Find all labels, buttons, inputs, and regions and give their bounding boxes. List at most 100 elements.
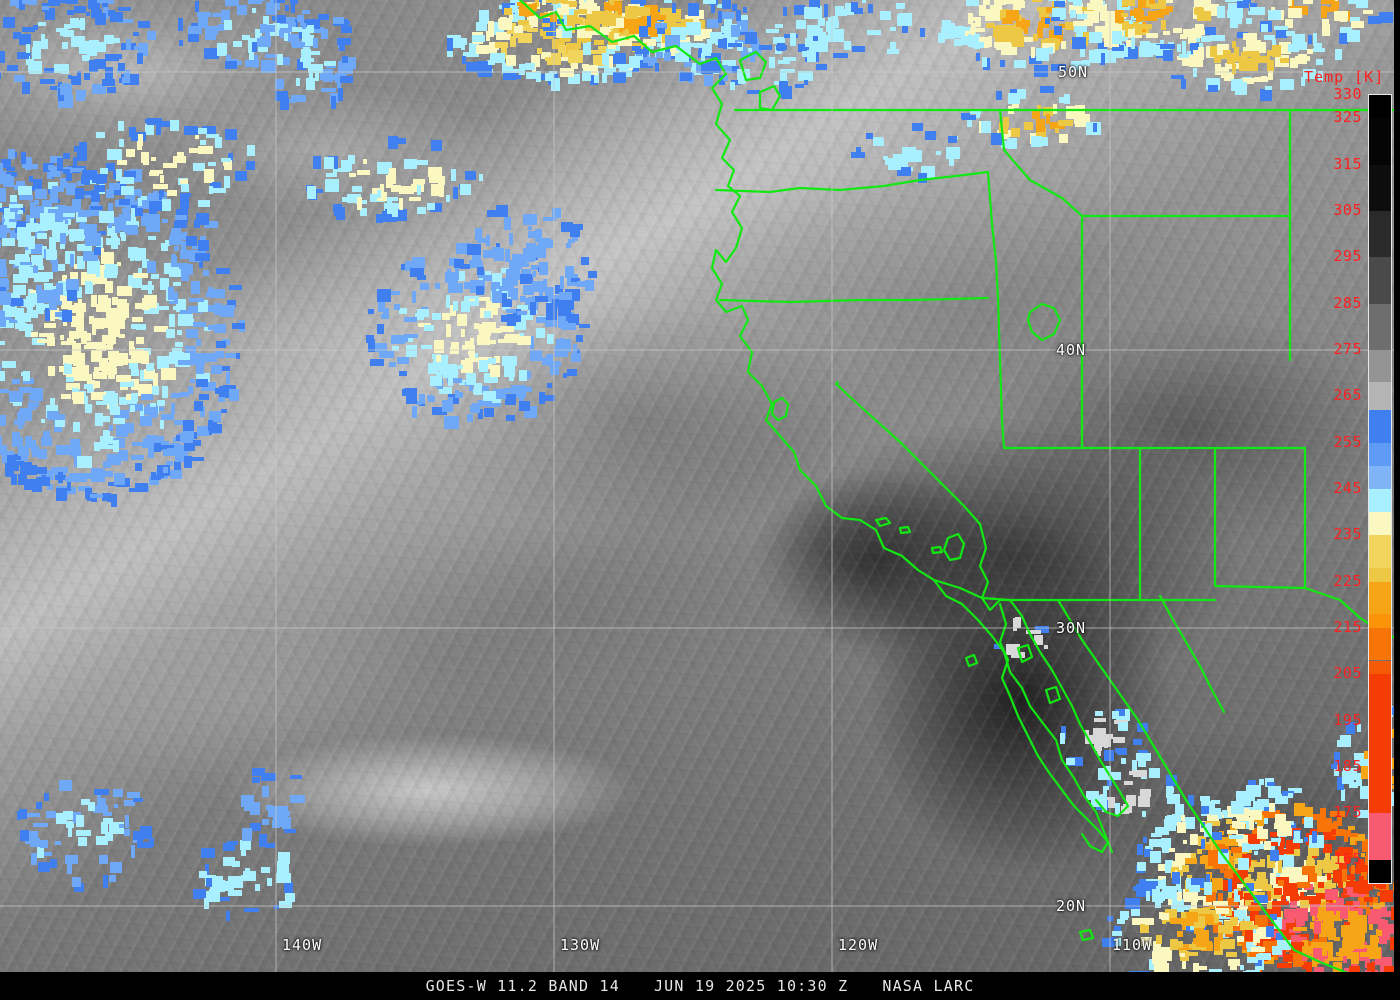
cloud-top-pixel [594,40,604,45]
cloud-top-pixel [1241,78,1254,84]
cloud-top-pixel [76,90,86,97]
cloud-top-pixel [804,7,818,19]
cloud-top-pixel [1002,18,1013,24]
cloud-top-pixel [124,171,136,178]
cloud-top-pixel [200,406,205,417]
cloud-top-pixel [370,359,384,366]
cloud-top-pixel [1126,40,1134,47]
cloud-top-pixel [132,442,143,446]
cloud-top-pixel [105,281,113,293]
cloud-top-pixel [427,203,435,210]
cloud-top-pixel [419,394,425,404]
cloud-top-pixel [1138,0,1150,8]
cloud-top-pixel [502,63,513,74]
cloud-top-pixel [23,465,37,475]
cloud-top-pixel [36,285,42,293]
cloud-top-pixel [129,349,144,355]
cloud-top-pixel [11,454,21,460]
cloud-top-pixel [131,379,139,390]
cloud-top-pixel [417,160,428,165]
cloud-top-pixel [167,190,177,196]
cloud-top-pixel [1318,71,1323,81]
cloud-top-pixel [9,391,23,402]
cloud-top-pixel [225,353,236,358]
cloud-top-pixel [162,199,171,211]
cloud-top-pixel [1267,60,1274,71]
cloud-top-pixel [594,27,609,35]
cloud-top-pixel [751,44,761,56]
cloud-top-pixel [0,72,1,79]
cloud-top-pixel [489,24,494,37]
cloud-top-pixel [10,462,19,471]
cloud-top-pixel [1073,21,1087,26]
cloud-top-pixel [535,296,548,302]
cloud-top-pixel [151,157,156,161]
cloud-top-pixel [513,33,522,38]
cloud-top-pixel [530,336,534,349]
cloud-top-pixel [0,51,5,63]
cloud-top-pixel [91,392,106,400]
caption-bar: GOES-W 11.2 BAND 14 JUN 19 2025 10:30 Z … [0,972,1400,1000]
cloud-top-pixel [81,331,87,344]
cloud-top-pixel [169,236,182,245]
cloud-top-pixel [532,281,547,292]
colorbar-tick: 315 [1333,154,1362,173]
cloud-top-pixel [655,63,659,72]
cloud-top-pixel [185,346,196,357]
cloud-top-pixel [168,287,174,300]
cloud-top-pixel [19,194,31,200]
cloud-top-pixel [666,9,681,22]
cloud-top-pixel [631,67,639,72]
cloud-top-pixel [198,16,208,28]
cloud-top-pixel [1201,36,1211,42]
cloud-top-pixel [968,35,980,44]
cloud-top-pixel [339,41,345,51]
cloud-top-pixel [342,56,348,63]
cloud-top-pixel [78,210,91,217]
cloud-top-pixel [558,45,566,53]
cloud-top-pixel [404,159,417,169]
cloud-top-pixel [457,271,465,281]
cloud-top-pixel [66,821,74,828]
cloud-top-pixel [287,34,299,42]
cloud-top-pixel [521,269,531,277]
cloud-top-pixel [972,42,984,48]
cloud-top-pixel [1321,6,1327,18]
cloud-top-pixel [1160,6,1173,12]
cloud-top-pixel [265,54,278,58]
cloud-top-pixel [476,286,484,295]
cloud-top-pixel [66,279,79,291]
cloud-top-pixel [98,416,110,422]
cloud-top-pixel [10,230,23,239]
cloud-top-pixel [357,170,370,175]
cloud-top-pixel [257,38,271,47]
cloud-top-pixel [169,269,181,277]
cloud-top-pixel [107,149,122,160]
cloud-top-pixel [440,355,448,364]
colorbar-tick: 265 [1333,386,1362,405]
cloud-top-pixel [97,42,106,52]
cloud-top-pixel [118,121,124,131]
cloud-top-pixel [324,61,336,66]
cloud-top-pixel [61,64,69,74]
cloud-top-pixel [581,257,589,265]
cloud-top-pixel [85,333,91,341]
cloud-top-pixel [74,455,78,467]
cloud-top-pixel [570,228,580,237]
cloud-top-pixel [536,328,545,338]
cloud-top-pixel [948,136,957,143]
colorbar-tick: 275 [1333,339,1362,358]
cloud-top-pixel [1197,11,1211,21]
cloud-top-pixel [145,214,160,223]
cloud-top-pixel [77,456,92,468]
cloud-top-pixel [12,437,23,447]
cloud-top-pixel [807,25,820,38]
cloud-top-pixel [41,437,52,446]
cloud-top-pixel [62,275,67,286]
cloud-top-pixel [1015,0,1024,5]
cloud-top-pixel [736,10,741,21]
cloud-top-pixel [1224,72,1234,81]
cloud-top-pixel [33,25,38,30]
cloud-top-pixel [1093,123,1097,132]
cloud-top-pixel [368,309,374,314]
